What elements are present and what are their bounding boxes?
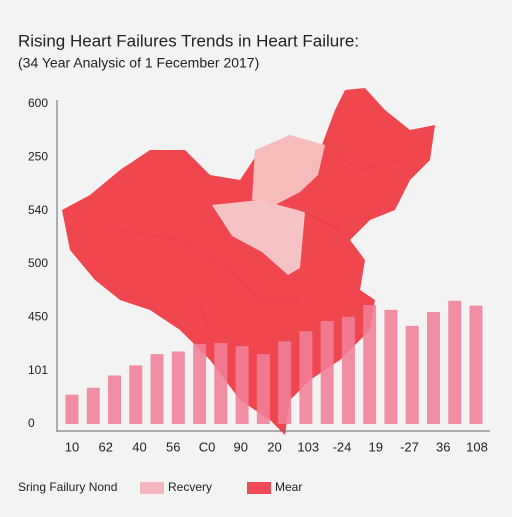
legend-label: Mear — [275, 480, 302, 494]
legend-label: Recvery — [168, 480, 212, 494]
legend-label: Sring Failury Nond — [18, 480, 117, 494]
x-tick-label: 56 — [166, 439, 180, 454]
bar — [299, 331, 313, 424]
x-tick-label: 20 — [267, 439, 281, 454]
bar — [214, 342, 228, 424]
y-tick-label: 450 — [28, 310, 48, 324]
bar — [193, 344, 207, 424]
bar — [405, 325, 419, 424]
x-tick-label: 10 — [65, 439, 79, 454]
legend-swatch — [247, 482, 271, 494]
y-tick-label: 500 — [28, 256, 48, 270]
bar — [341, 316, 355, 424]
x-tick-label: 103 — [297, 439, 319, 454]
bar — [256, 354, 270, 424]
map — [62, 88, 435, 435]
bar — [235, 346, 249, 424]
bar — [108, 375, 122, 424]
x-tick-label: 108 — [466, 439, 488, 454]
bar — [469, 305, 483, 424]
bar — [363, 305, 377, 424]
bar — [426, 312, 440, 424]
x-tick-label: 40 — [132, 439, 146, 454]
bar — [171, 351, 185, 424]
bar — [150, 354, 164, 424]
y-tick-label: 101 — [28, 363, 48, 377]
x-tick-label: -24 — [333, 439, 352, 454]
legend-swatch — [140, 482, 164, 494]
x-tick-label: -27 — [400, 439, 419, 454]
map-region-light — [252, 135, 325, 205]
x-tick-label: 19 — [369, 439, 383, 454]
x-tick-label: 62 — [99, 439, 113, 454]
map-border — [119, 149, 401, 341]
y-tick-label: 600 — [28, 96, 48, 110]
bar — [384, 309, 398, 424]
chart-subtitle: (34 Year Analysic of 1 Fecember 2017) — [18, 55, 259, 71]
map-region-light — [212, 200, 305, 275]
y-tick-label: 250 — [28, 150, 48, 164]
bar — [278, 341, 292, 424]
bar — [320, 321, 334, 424]
map-region — [62, 88, 435, 435]
x-tick-label: 36 — [436, 439, 450, 454]
bar — [448, 300, 462, 424]
x-tick-label: C0 — [199, 439, 216, 454]
x-tick-label: 90 — [234, 439, 248, 454]
bar — [65, 394, 79, 424]
chart-title: Rising Heart Failures Trends in Heart Fa… — [18, 31, 359, 50]
bar — [86, 387, 100, 424]
y-tick-label: 0 — [28, 416, 35, 430]
bar — [129, 365, 143, 424]
y-tick-label: 540 — [28, 203, 48, 217]
